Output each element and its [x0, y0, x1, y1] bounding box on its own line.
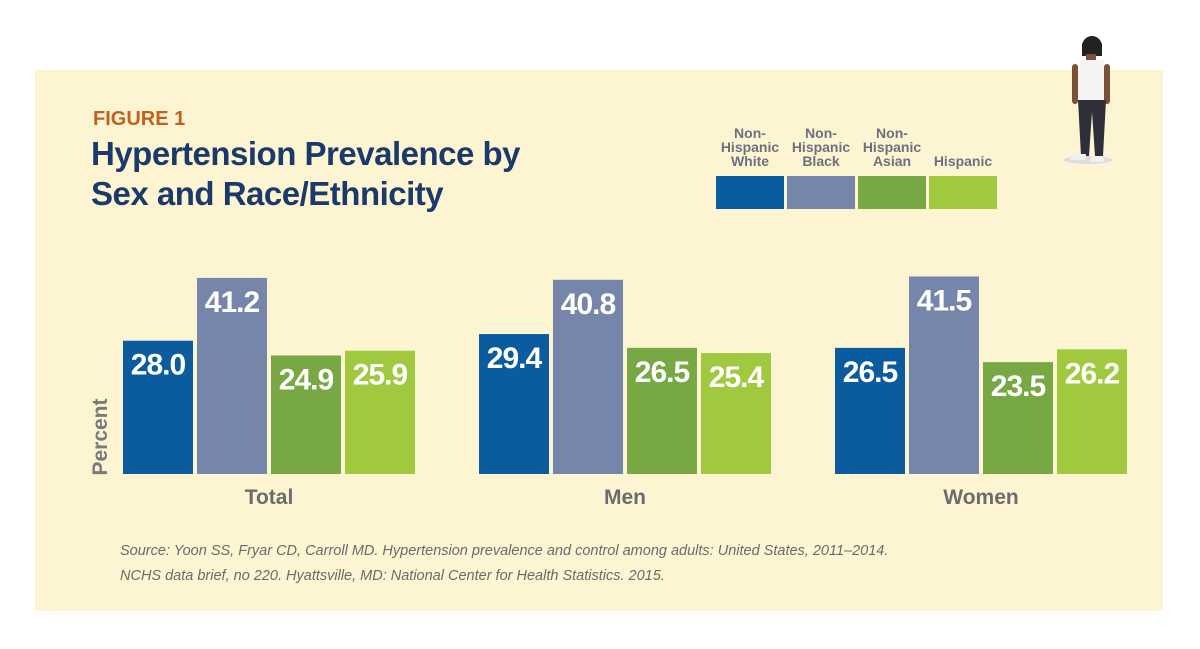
bar: [479, 334, 549, 474]
legend-label: Non-Hispanic Black: [791, 125, 851, 169]
bar: [627, 347, 697, 474]
data-label: 23.5: [991, 370, 1046, 403]
person-illustration: [1064, 36, 1112, 164]
data-label: 41.2: [205, 286, 260, 319]
chart-title: Hypertension Prevalence by Sex and Race/…: [91, 135, 521, 212]
data-label: 28.0: [131, 349, 186, 382]
x-tick-label: Women: [943, 486, 1018, 509]
bar: [1057, 349, 1127, 474]
legend-label: Non-Hispanic Asian: [862, 125, 922, 169]
figure-label: FIGURE 1: [93, 108, 186, 130]
x-tick-label: Men: [604, 486, 646, 509]
y-axis-label: Percent: [89, 398, 112, 475]
data-label: 25.9: [353, 359, 408, 392]
data-label: 29.4: [487, 342, 543, 375]
bar: [701, 353, 771, 474]
legend-swatch: [716, 176, 784, 209]
legend-swatch: [929, 176, 997, 209]
data-label: 26.5: [635, 356, 690, 389]
bar: [983, 362, 1053, 474]
data-label: 26.5: [843, 356, 898, 389]
source-line: NCHS data brief, no 220. Hyattsville, MD…: [120, 568, 665, 584]
legend-swatch: [787, 176, 855, 209]
bar: [271, 355, 341, 474]
data-label: 25.4: [709, 361, 765, 394]
bar: [123, 340, 193, 474]
bar: [345, 350, 415, 474]
data-label: 41.5: [917, 284, 972, 317]
legend-label: Non-Hispanic White: [720, 125, 780, 169]
source-line: Source: Yoon SS, Fryar CD, Carroll MD. H…: [120, 543, 889, 559]
data-label: 26.2: [1065, 357, 1120, 390]
bar: [553, 279, 623, 474]
data-label: 40.8: [561, 288, 616, 321]
bar: [835, 347, 905, 474]
bar: [909, 276, 979, 474]
bar: [197, 277, 267, 474]
data-label: 24.9: [279, 363, 334, 396]
x-tick-label: Total: [245, 486, 294, 509]
legend-label: Hispanic: [933, 153, 993, 169]
legend-swatch: [858, 176, 926, 209]
